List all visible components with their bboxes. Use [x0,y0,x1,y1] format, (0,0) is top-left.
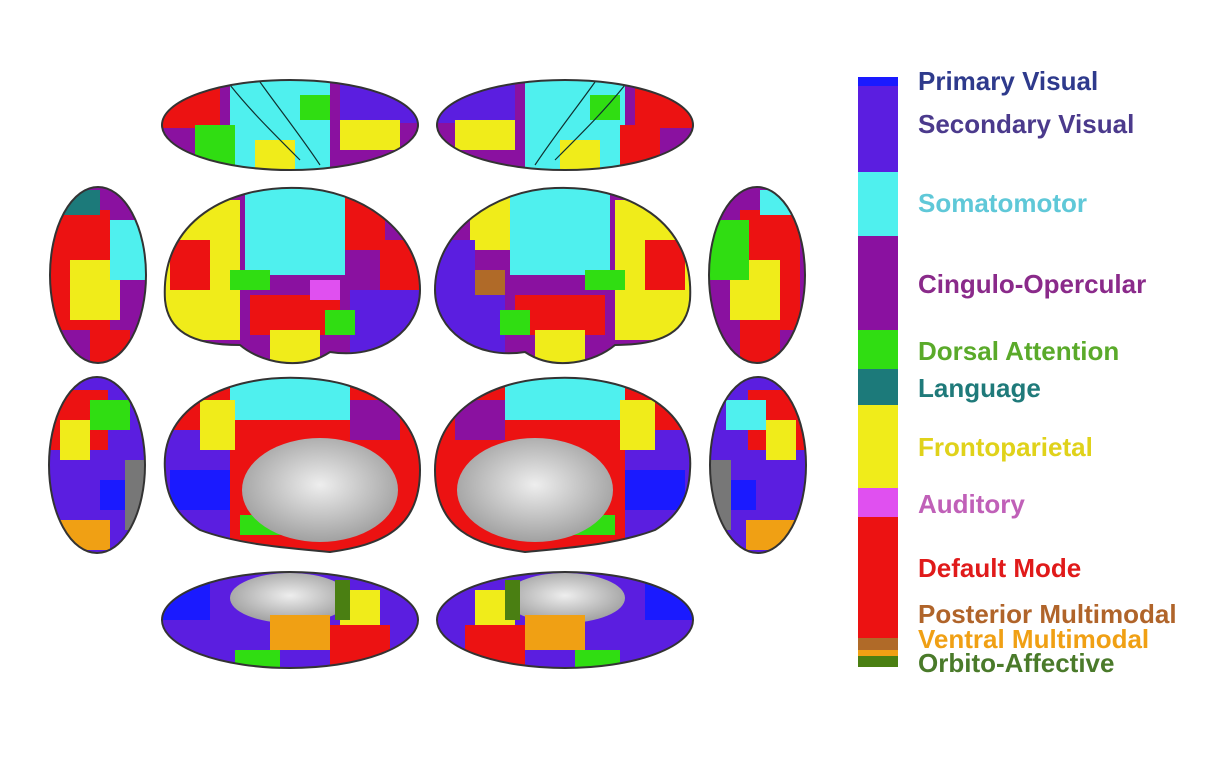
medial-view-left [164,377,420,552]
legend-label-default-mode: Default Mode [918,553,1082,583]
legend-swatch-dorsal-attention [858,330,898,369]
legend-swatch-posterior-multimodal [858,638,898,650]
dorsal-view-left [162,80,418,170]
legend-swatch-language [858,369,898,405]
legend-label-secondary-visual: Secondary Visual [918,109,1135,139]
legend-swatch-secondary-visual [858,86,898,172]
anterior-view-right [709,187,805,363]
legend-label-frontoparietal: Frontoparietal [918,432,1093,462]
dorsal-view-right [437,80,693,170]
legend-swatch-primary-visual [858,77,898,86]
medial-view-right [435,377,691,552]
legend-label-ventral-multimodal: Ventral Multimodal [918,624,1150,654]
legend-swatch-somatomotor [858,172,898,236]
legend-label-dorsal-attention: Dorsal Attention [918,336,1120,366]
legend-swatch-ventral-multimodal [858,650,898,656]
brain-surface-views [48,79,807,669]
legend-label-language: Language [918,373,1041,403]
legend-label-cingulo-opercular: Cingulo-Opercular [918,269,1147,299]
lateral-view-right [435,187,691,364]
legend-label-posterior-multimodal: Posterior Multimodal [918,599,1177,629]
lateral-view-left [164,187,420,364]
ventral-view-left [162,572,418,668]
ventral-view-right [437,572,693,668]
legend-swatch-cingulo-opercular [858,236,898,330]
legend-label-orbito-affective: Orbito-Affective [918,648,1115,678]
legend-swatch-default-mode [858,517,898,638]
color-legend-bar [858,77,898,667]
anterior-view-left [50,187,146,363]
legend-swatch-auditory [858,488,898,517]
legend-swatch-orbito-affective [858,656,898,667]
legend-label-somatomotor: Somatomotor [918,188,1087,218]
legend-label-primary-visual: Primary Visual [918,66,1099,96]
legend-swatch-frontoparietal [858,405,898,488]
legend-label-auditory: Auditory [918,489,1025,519]
